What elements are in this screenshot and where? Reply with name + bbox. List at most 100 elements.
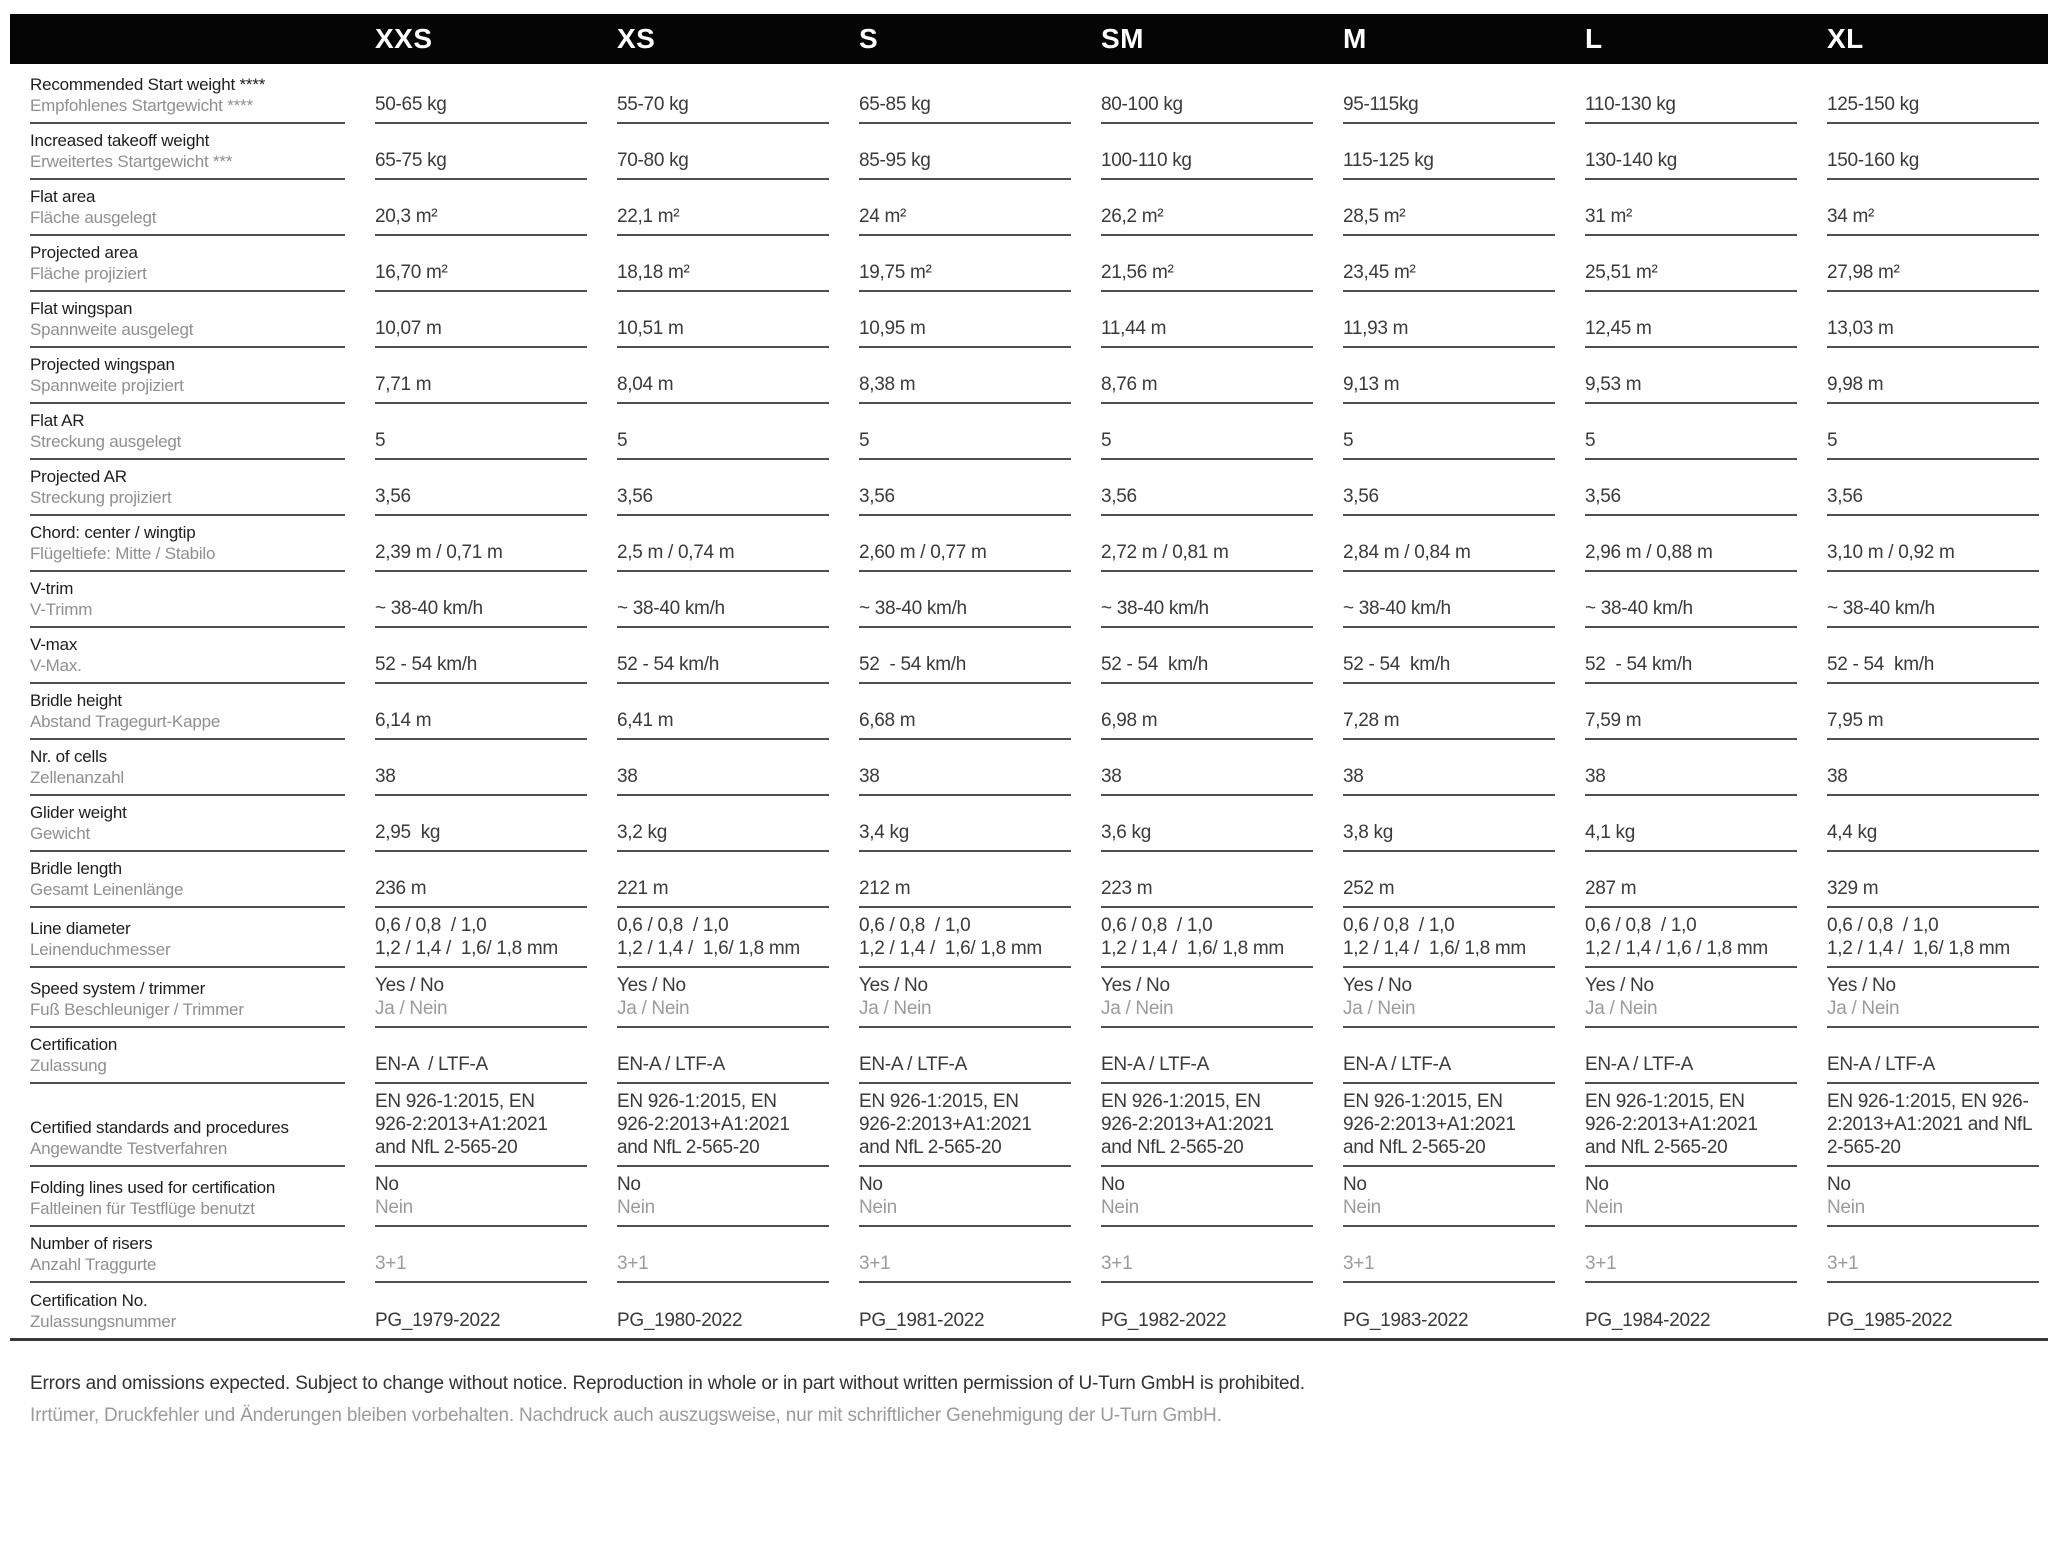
value-text: 3+1 <box>859 1253 891 1274</box>
value-text: 31 m² <box>1585 206 1633 227</box>
value-text: 5 <box>617 430 628 451</box>
spec-value-cell: 38 <box>1827 740 2039 796</box>
spec-row: Number of risers Anzahl Traggurte 3+1 3+1… <box>30 1227 2048 1283</box>
spec-value-cell: 9,53 m <box>1585 348 1797 404</box>
row-label-en: Glider weight <box>30 803 127 822</box>
spec-value-cell: No Nein <box>859 1167 1071 1227</box>
spec-value-cell: 18,18 m² <box>617 236 829 292</box>
spec-row: Recommended Start weight **** Empfohlene… <box>30 64 2048 124</box>
value-text: 3+1 <box>1343 1253 1375 1274</box>
value-text: 5 <box>859 430 870 451</box>
value-text: 38 <box>375 766 396 787</box>
value-text: 38 <box>1827 766 1848 787</box>
row-label-en: Certification <box>30 1035 118 1054</box>
value-text: 21,56 m² <box>1101 262 1174 283</box>
row-label: Flat wingspan Spannweite ausgelegt <box>30 292 345 348</box>
spec-value-cell: 0,6 / 0,8 / 1,0 1,2 / 1,4 / 1,6/ 1,8 mm <box>1101 908 1313 968</box>
spec-value-cell: 34 m² <box>1827 180 2039 236</box>
value-text: EN 926-1:2015, EN 926-2:2013+A1:2021 and… <box>617 1091 790 1158</box>
spec-value-cell: 0,6 / 0,8 / 1,0 1,2 / 1,4 / 1,6/ 1,8 mm <box>1827 908 2039 968</box>
spec-value-cell: 52 - 54 km/h <box>1101 628 1313 684</box>
value-text: 2,84 m / 0,84 m <box>1343 542 1471 563</box>
spec-value-cell: 0,6 / 0,8 / 1,0 1,2 / 1,4 / 1,6/ 1,8 mm <box>859 908 1071 968</box>
row-label: Chord: center / wingtip Flügeltiefe: Mit… <box>30 516 345 572</box>
spec-value-cell: 31 m² <box>1585 180 1797 236</box>
value-text: 3,4 kg <box>859 822 909 843</box>
row-label: Flat AR Streckung ausgelegt <box>30 404 345 460</box>
value-subtext: Ja / Nein <box>375 998 448 1019</box>
value-text: 3,56 <box>375 486 411 507</box>
value-text: 3+1 <box>1827 1253 1859 1274</box>
spec-value-cell: 52 - 54 km/h <box>375 628 587 684</box>
spec-value-cell: 125-150 kg <box>1827 64 2039 124</box>
row-label-de: Zellenanzahl <box>30 768 124 787</box>
spec-value-cell: 24 m² <box>859 180 1071 236</box>
value-text: 25,51 m² <box>1585 262 1658 283</box>
value-text: 6,98 m <box>1101 710 1158 731</box>
spec-value-cell: 5 <box>375 404 587 460</box>
spec-value-cell: 25,51 m² <box>1585 236 1797 292</box>
spec-value-cell: 9,98 m <box>1827 348 2039 404</box>
spec-value-cell: 0,6 / 0,8 / 1,0 1,2 / 1,4 / 1,6 / 1,8 mm <box>1585 908 1797 968</box>
spec-value-cell: 20,3 m² <box>375 180 587 236</box>
spec-row: Chord: center / wingtip Flügeltiefe: Mit… <box>30 516 2048 572</box>
size-column-header-xxs: XXS <box>375 23 433 54</box>
spec-value-cell: 150-160 kg <box>1827 124 2039 180</box>
value-text: Yes / No <box>1101 975 1170 996</box>
spec-value-cell: 5 <box>1343 404 1555 460</box>
value-text: Yes / No <box>859 975 928 996</box>
value-text: 3+1 <box>1101 1253 1133 1274</box>
spec-value-cell: EN 926-1:2015, EN 926-2:2013+A1:2021 and… <box>617 1084 829 1167</box>
spec-value-cell: No Nein <box>1343 1167 1555 1227</box>
spec-value-cell: 22,1 m² <box>617 180 829 236</box>
spec-value-cell: 10,95 m <box>859 292 1071 348</box>
row-label-de: Anzahl Traggurte <box>30 1255 157 1274</box>
spec-value-cell: 2,96 m / 0,88 m <box>1585 516 1797 572</box>
value-text: 38 <box>1343 766 1364 787</box>
value-text: 223 m <box>1101 878 1153 899</box>
spec-value-cell: 3,10 m / 0,92 m <box>1827 516 2039 572</box>
size-header-row: XXS XS S SM M L XL <box>10 14 2048 64</box>
spec-value-cell: PG_1983-2022 <box>1343 1283 1555 1338</box>
spec-value-cell: ~ 38-40 km/h <box>375 572 587 628</box>
spec-value-cell: PG_1985-2022 <box>1827 1283 2039 1338</box>
spec-value-cell: 65-85 kg <box>859 64 1071 124</box>
spec-value-cell: 52 - 54 km/h <box>1585 628 1797 684</box>
spec-row: Increased takeoff weight Erweitertes Sta… <box>30 124 2048 180</box>
row-label: V-trim V-Trimm <box>30 572 345 628</box>
value-text: No <box>1101 1174 1125 1195</box>
value-text: 2,39 m / 0,71 m <box>375 542 503 563</box>
size-column-header-m: M <box>1343 23 1367 54</box>
row-label-en: Nr. of cells <box>30 747 107 766</box>
value-text: No <box>1585 1174 1609 1195</box>
row-label-de: Streckung projiziert <box>30 488 172 507</box>
spec-value-cell: 252 m <box>1343 852 1555 908</box>
value-text: EN 926-1:2015, EN 926-2:2013+A1:2021 and… <box>859 1091 1032 1158</box>
value-text: 2,72 m / 0,81 m <box>1101 542 1229 563</box>
row-label-de: Abstand Tragegurt-Kappe <box>30 712 221 731</box>
value-text: No <box>859 1174 883 1195</box>
value-text: Yes / No <box>617 975 686 996</box>
row-label-de: Fläche projiziert <box>30 264 147 283</box>
value-text: 6,68 m <box>859 710 916 731</box>
spec-value-cell: EN-A / LTF-A <box>1585 1028 1797 1084</box>
row-label-en: Increased takeoff weight <box>30 131 210 150</box>
row-label: Nr. of cells Zellenanzahl <box>30 740 345 796</box>
value-text: 115-125 kg <box>1343 150 1434 171</box>
row-label-de: Empfohlenes Startgewicht **** <box>30 96 253 115</box>
row-label-en: Flat wingspan <box>30 299 133 318</box>
value-text: 9,98 m <box>1827 374 1884 395</box>
value-text: PG_1982-2022 <box>1101 1310 1227 1331</box>
value-text: 8,38 m <box>859 374 916 395</box>
spec-value-cell: ~ 38-40 km/h <box>1101 572 1313 628</box>
value-text: 28,5 m² <box>1343 206 1406 227</box>
spec-value-cell: 6,14 m <box>375 684 587 740</box>
value-text: 2,96 m / 0,88 m <box>1585 542 1713 563</box>
spec-value-cell: No Nein <box>375 1167 587 1227</box>
value-text: 3,56 <box>1343 486 1379 507</box>
spec-value-cell: ~ 38-40 km/h <box>1827 572 2039 628</box>
row-label-en: Certification No. <box>30 1291 148 1310</box>
row-label-en: V-max <box>30 635 78 654</box>
size-column-header-xs: XS <box>617 23 656 54</box>
spec-row: Bridle length Gesamt Leinenlänge 236 m 22… <box>30 852 2048 908</box>
